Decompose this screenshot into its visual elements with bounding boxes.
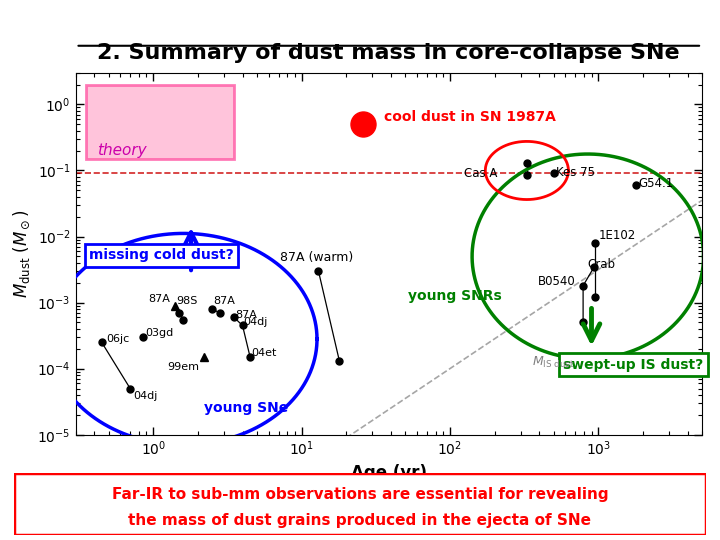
Text: young SNe: young SNe [204, 401, 288, 415]
FancyBboxPatch shape [14, 472, 706, 535]
Text: 03gd: 03gd [145, 328, 174, 338]
Text: 87A: 87A [214, 296, 235, 306]
Text: Kes 75: Kes 75 [556, 166, 595, 179]
Text: 1E102: 1E102 [598, 228, 636, 241]
Text: 06jc: 06jc [106, 334, 129, 344]
Text: Cas A: Cas A [464, 167, 498, 180]
Text: 87A (warm): 87A (warm) [280, 252, 354, 265]
Text: missing cold dust?: missing cold dust? [89, 248, 234, 262]
Text: G54.1: G54.1 [638, 177, 673, 190]
X-axis label: Age (yr): Age (yr) [351, 464, 427, 482]
Text: 98S: 98S [176, 296, 197, 306]
Text: Crab: Crab [588, 258, 616, 271]
Text: $M_\mathrm{IS\ dust}$: $M_\mathrm{IS\ dust}$ [533, 355, 575, 370]
Text: 04dj: 04dj [133, 392, 157, 401]
Text: swept-up IS dust?: swept-up IS dust? [563, 357, 703, 372]
Text: theory: theory [97, 143, 147, 158]
Text: the mass of dust grains produced in the ejecta of SNe: the mass of dust grains produced in the … [128, 514, 592, 529]
Text: cool dust in SN 1987A: cool dust in SN 1987A [384, 110, 556, 124]
Text: young SNRs: young SNRs [408, 289, 502, 303]
Bar [86, 85, 234, 159]
Y-axis label: $M_\mathrm{dust}\ (M_\odot)$: $M_\mathrm{dust}\ (M_\odot)$ [12, 210, 32, 298]
Text: 87A: 87A [148, 294, 170, 304]
Text: B0540: B0540 [538, 275, 575, 288]
Text: 04et: 04et [251, 348, 276, 359]
Text: Far-IR to sub-mm observations are essential for revealing: Far-IR to sub-mm observations are essent… [112, 487, 608, 502]
Text: 04dj: 04dj [243, 318, 268, 327]
Text: 99em: 99em [168, 362, 199, 372]
Title: 2. Summary of dust mass in core-collapse SNe: 2. Summary of dust mass in core-collapse… [97, 43, 680, 63]
Text: 87A: 87A [235, 310, 257, 320]
